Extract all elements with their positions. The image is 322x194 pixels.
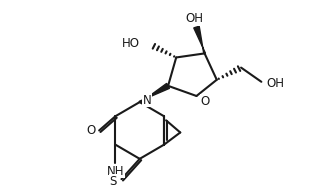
Text: OH: OH — [267, 77, 285, 90]
Text: O: O — [86, 124, 96, 137]
Text: O: O — [201, 94, 210, 107]
Polygon shape — [139, 83, 169, 103]
Text: S: S — [110, 175, 117, 188]
Text: HO: HO — [122, 37, 140, 50]
Text: OH: OH — [185, 12, 204, 25]
Polygon shape — [194, 26, 205, 54]
Text: N: N — [143, 94, 152, 107]
Text: NH: NH — [107, 165, 124, 178]
